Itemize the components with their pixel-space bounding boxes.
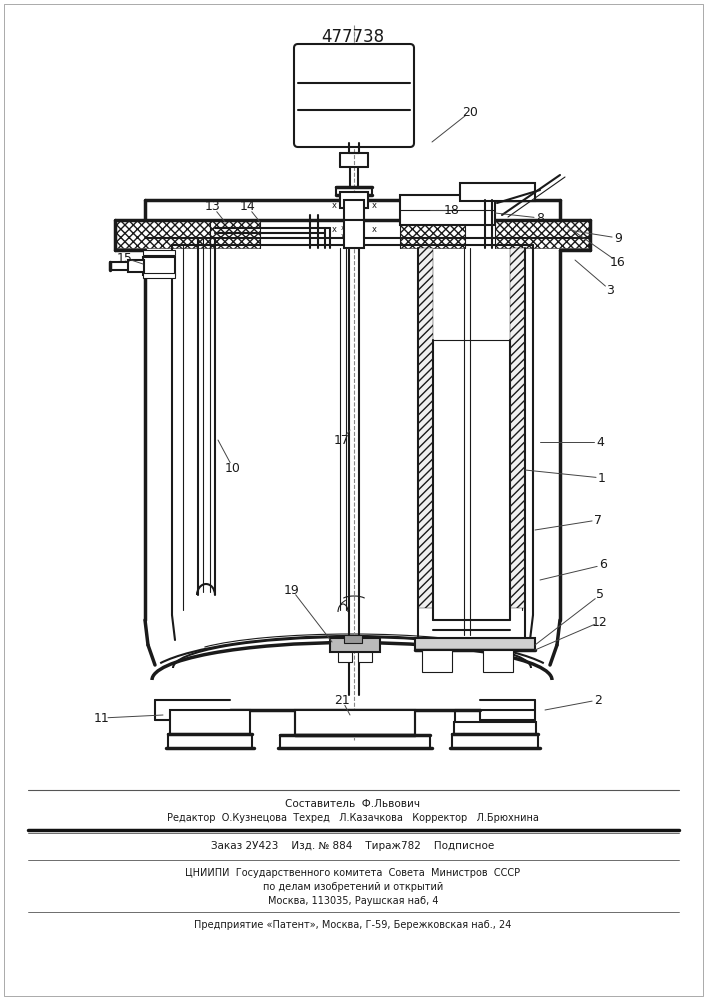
Bar: [344, 220, 364, 248]
Text: x: x: [371, 202, 377, 211]
Bar: [510, 248, 525, 608]
Text: x: x: [341, 233, 345, 239]
Bar: [330, 638, 380, 652]
Text: 16: 16: [610, 255, 626, 268]
Bar: [338, 652, 352, 662]
Text: 477738: 477738: [322, 28, 385, 46]
Bar: [400, 220, 465, 248]
Text: x: x: [341, 225, 345, 231]
Text: Редактор  О.Кузнецова  Техред   Л.Казачкова   Корректор   Л.Брюхнина: Редактор О.Кузнецова Техред Л.Казачкова …: [167, 813, 539, 823]
Text: 3: 3: [606, 284, 614, 296]
Text: 15: 15: [117, 251, 133, 264]
Bar: [400, 195, 495, 225]
Text: Предприятие «Патент», Москва, Г-59, Бережковская наб., 24: Предприятие «Патент», Москва, Г-59, Бере…: [194, 920, 512, 930]
Text: 11: 11: [94, 712, 110, 724]
Text: 7: 7: [594, 514, 602, 526]
Text: 13: 13: [205, 200, 221, 214]
Text: 10: 10: [225, 462, 241, 475]
Bar: [344, 635, 362, 643]
Text: 17: 17: [334, 434, 350, 446]
Text: 6: 6: [599, 558, 607, 572]
Bar: [340, 192, 368, 208]
Bar: [295, 710, 415, 735]
Bar: [418, 248, 433, 608]
Bar: [422, 650, 452, 672]
Text: 19: 19: [284, 584, 300, 596]
Bar: [358, 652, 372, 662]
Text: по делам изобретений и открытий: по делам изобретений и открытий: [263, 882, 443, 892]
Bar: [460, 183, 535, 201]
FancyBboxPatch shape: [294, 44, 414, 147]
Text: Заказ 2У423    Изд. № 884    Тираж782    Подписное: Заказ 2У423 Изд. № 884 Тираж782 Подписно…: [211, 841, 495, 851]
Text: 20: 20: [462, 105, 478, 118]
Text: 9: 9: [614, 232, 622, 244]
Bar: [170, 710, 250, 734]
Text: 8: 8: [536, 212, 544, 225]
Bar: [210, 220, 260, 248]
Bar: [115, 220, 210, 248]
Bar: [128, 260, 144, 272]
Text: 14: 14: [240, 200, 256, 214]
Text: x: x: [332, 226, 337, 234]
Text: x: x: [332, 202, 337, 211]
Text: 2: 2: [594, 694, 602, 706]
Text: 12: 12: [592, 615, 608, 629]
Text: Составитель  Ф.Львович: Составитель Ф.Львович: [286, 799, 421, 809]
Text: 4: 4: [596, 436, 604, 448]
Text: 18: 18: [444, 204, 460, 217]
Bar: [344, 200, 364, 220]
Bar: [454, 722, 536, 734]
Bar: [143, 250, 175, 255]
Bar: [483, 650, 513, 672]
Bar: [143, 257, 175, 275]
Text: 21: 21: [334, 694, 350, 706]
Bar: [495, 220, 590, 248]
Bar: [143, 273, 175, 278]
Text: 5: 5: [596, 588, 604, 601]
Bar: [415, 638, 535, 650]
Text: ЦНИИПИ  Государственного комитета  Совета  Министров  СССР: ЦНИИПИ Государственного комитета Совета …: [185, 868, 520, 878]
Text: Москва, 113035, Раушская наб, 4: Москва, 113035, Раушская наб, 4: [268, 896, 438, 906]
Text: 1: 1: [598, 472, 606, 485]
Text: x: x: [371, 226, 377, 234]
